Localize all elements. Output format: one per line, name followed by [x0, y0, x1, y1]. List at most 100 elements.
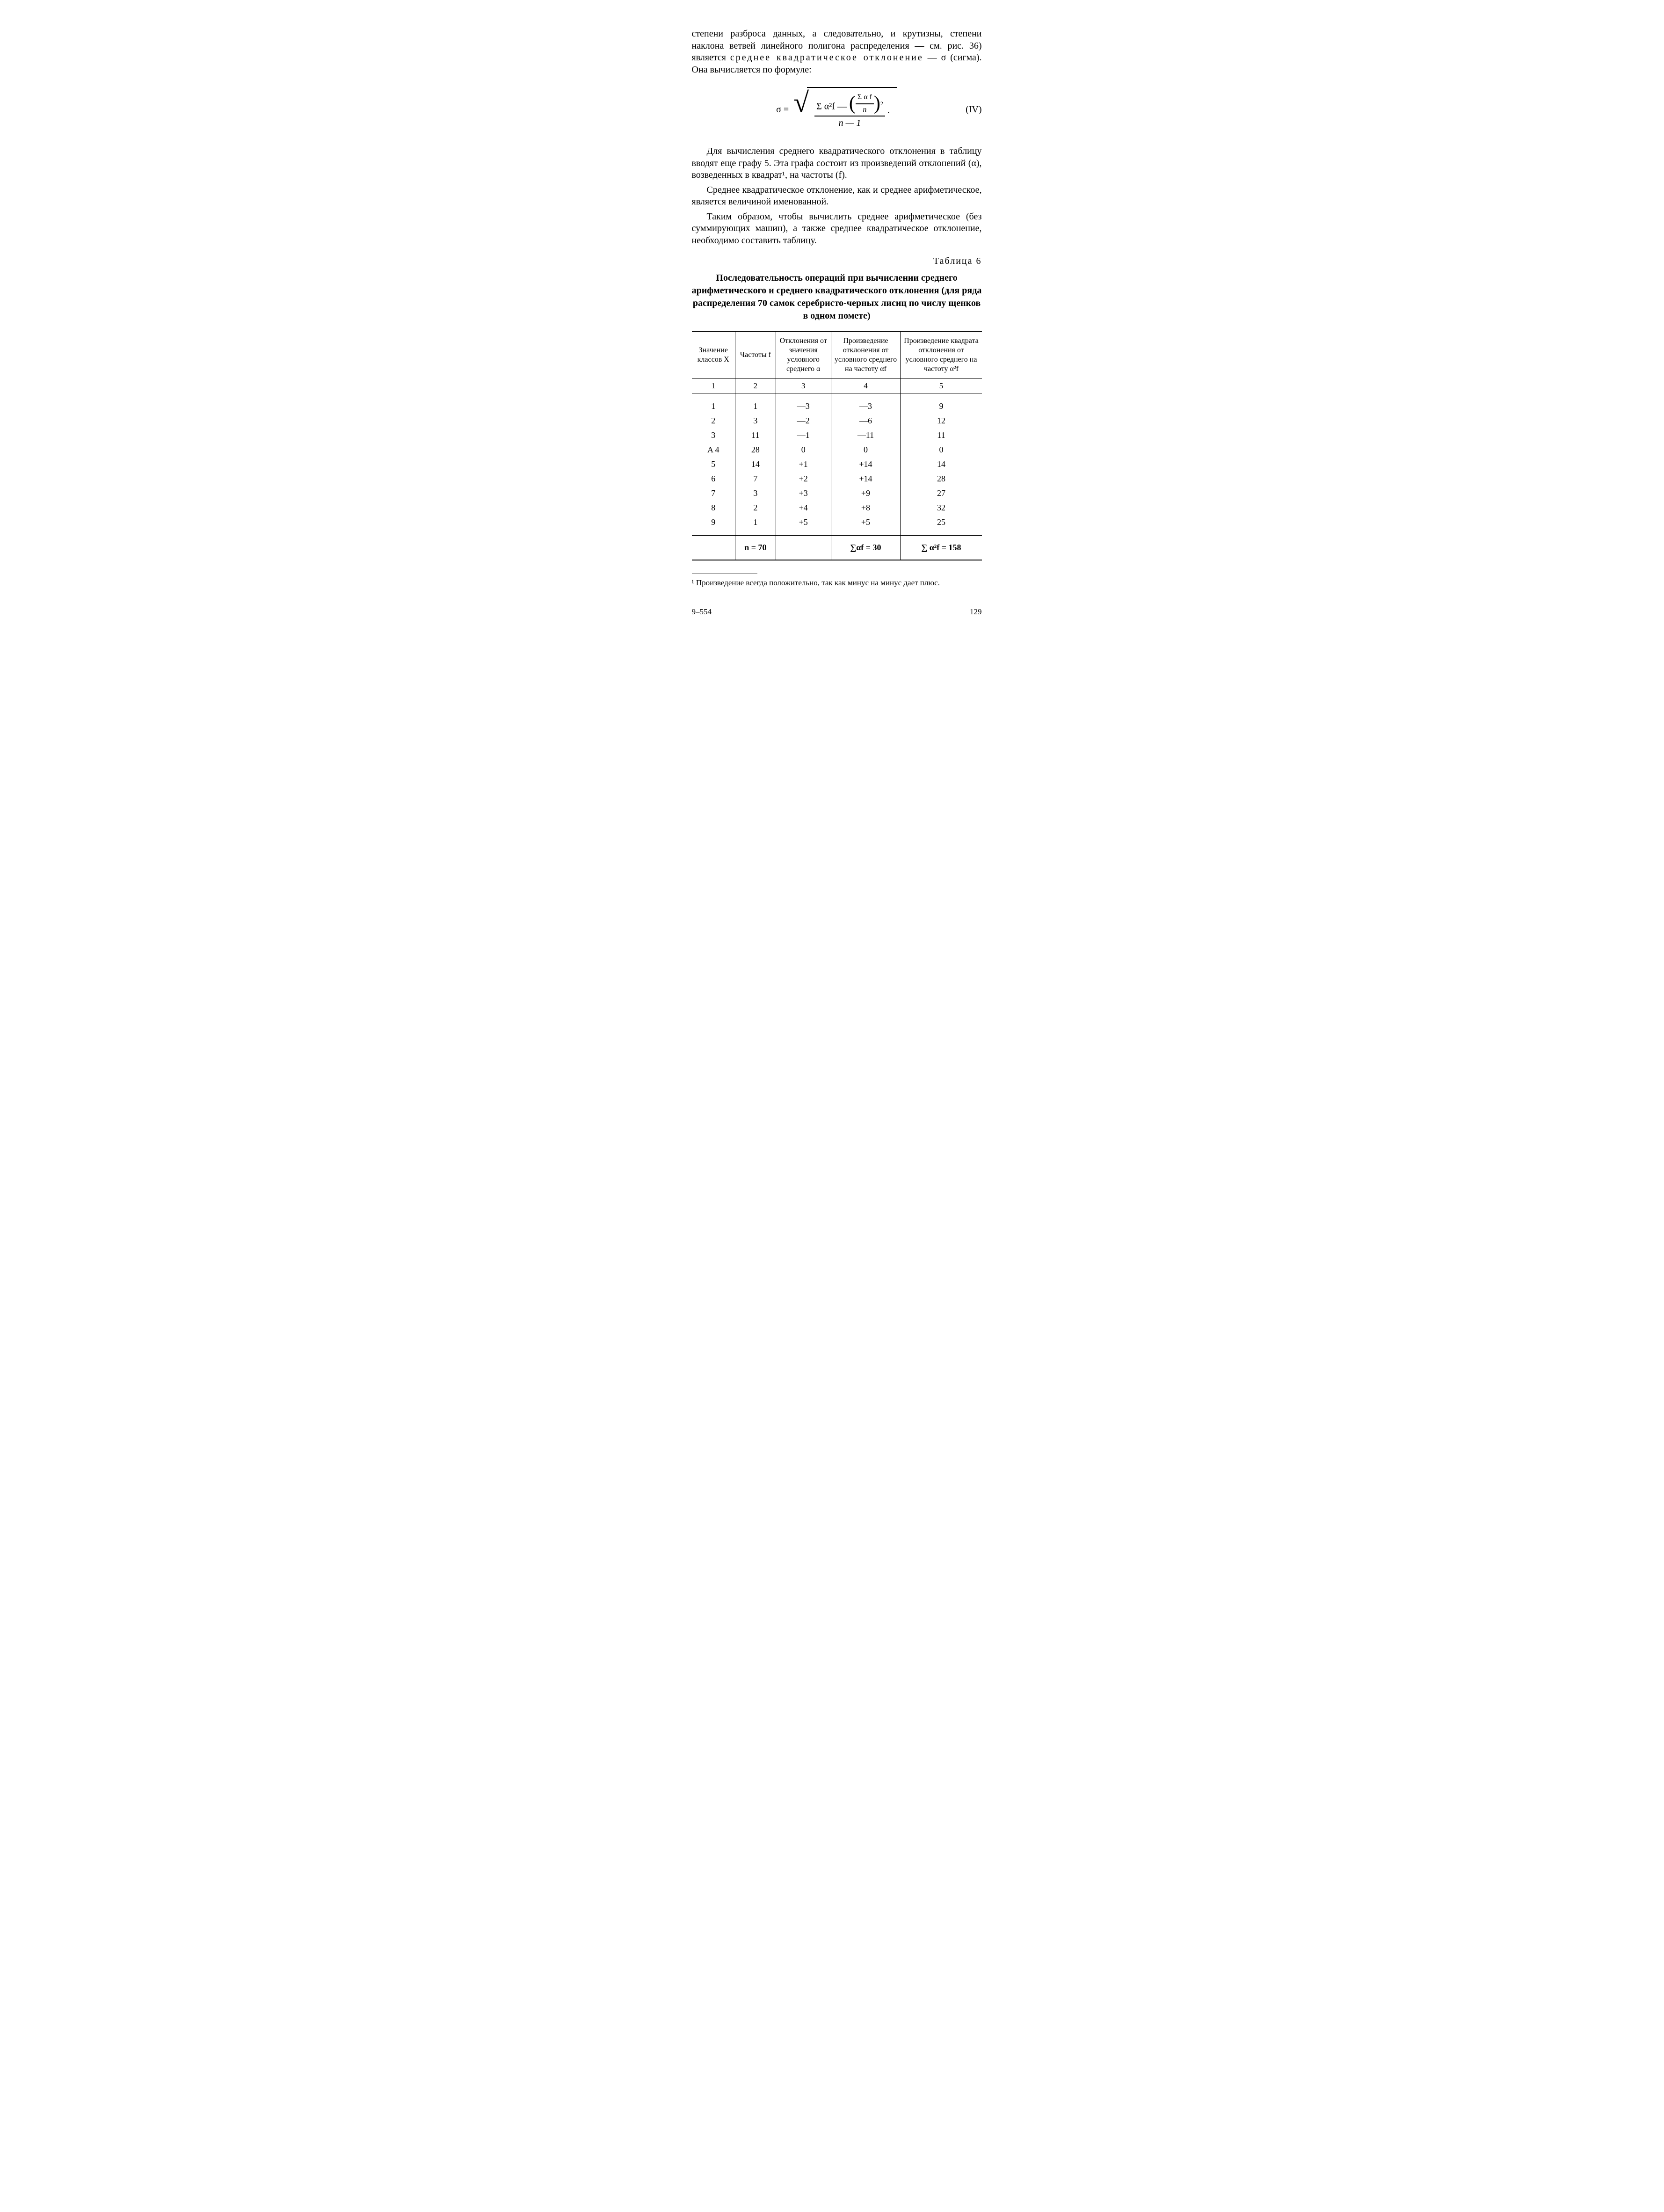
- cell-a2f: 0: [901, 443, 982, 457]
- paren-group: ( Σ α f n ) 2: [849, 93, 883, 115]
- formula-iv: σ = √ Σ α²f — ( Σ α f n: [692, 87, 982, 132]
- inner-den: n: [856, 104, 874, 115]
- inner-num: Σ α f: [856, 93, 874, 104]
- square-exp: 2: [880, 100, 883, 107]
- cell-f: 2: [735, 501, 776, 515]
- table-row: A 4 28 0 0 0: [692, 443, 982, 457]
- table-header-row: Значение классов X Частоты f Отклонения …: [692, 331, 982, 379]
- cell-a: +5: [776, 515, 831, 536]
- table-row: 9 1 +5 +5 25: [692, 515, 982, 536]
- formula-body: σ = √ Σ α²f — ( Σ α f n: [776, 87, 897, 132]
- paragraph-2: Для вычисления среднего квадратического …: [692, 146, 982, 182]
- formula-lhs: σ =: [776, 104, 789, 116]
- cell-af: +5: [831, 515, 901, 536]
- table-number-row: 1 2 3 4 5: [692, 379, 982, 393]
- cell-f: 1: [735, 515, 776, 536]
- cell-af: —11: [831, 428, 901, 443]
- inner-fraction: Σ α f n: [856, 93, 874, 115]
- cell-f: 28: [735, 443, 776, 457]
- outer-fraction: Σ α²f — ( Σ α f n ) 2 n — 1: [814, 93, 885, 130]
- col-header-1: Значение классов X: [692, 331, 735, 379]
- table-body: 1 1 —3 —3 9 2 3 —2 —6 12 3 11 —1 —11 11: [692, 393, 982, 560]
- cell-a2f: 27: [901, 486, 982, 501]
- sum-empty-2: [776, 536, 831, 560]
- col-header-3: Отклонения от значения условного среднег…: [776, 331, 831, 379]
- col-num-1: 1: [692, 379, 735, 393]
- cell-a: +3: [776, 486, 831, 501]
- footer-right: 129: [970, 607, 982, 617]
- cell-x: 2: [692, 414, 735, 428]
- cell-x: A 4: [692, 443, 735, 457]
- left-paren-icon: (: [849, 96, 856, 112]
- cell-a: —1: [776, 428, 831, 443]
- col-num-3: 3: [776, 379, 831, 393]
- cell-x: 9: [692, 515, 735, 536]
- table-row: 5 14 +1 +14 14: [692, 457, 982, 472]
- col-header-5: Произведение квадрата отклонения от усло…: [901, 331, 982, 379]
- num-left: Σ α²f —: [816, 102, 847, 112]
- col-num-5: 5: [901, 379, 982, 393]
- page-footer: 9–554 129: [692, 607, 982, 617]
- cell-x: 5: [692, 457, 735, 472]
- cell-af: +14: [831, 457, 901, 472]
- radicand: Σ α²f — ( Σ α f n ) 2 n — 1: [807, 87, 897, 132]
- cell-f: 11: [735, 428, 776, 443]
- cell-a2f: 12: [901, 414, 982, 428]
- sum-af-text: ∑αf = 30: [850, 543, 881, 552]
- cell-f: 3: [735, 414, 776, 428]
- para1-spaced: среднее квадратическое отклонение: [730, 52, 923, 63]
- cell-a: +2: [776, 472, 831, 486]
- table-row: 6 7 +2 +14 28: [692, 472, 982, 486]
- table-row: 2 3 —2 —6 12: [692, 414, 982, 428]
- cell-x: 8: [692, 501, 735, 515]
- sum-n: n = 70: [735, 536, 776, 560]
- cell-x: 3: [692, 428, 735, 443]
- cell-x: 1: [692, 393, 735, 414]
- radical: √ Σ α²f — ( Σ α f n ): [793, 87, 897, 132]
- table-row: 8 2 +4 +8 32: [692, 501, 982, 515]
- cell-a: —3: [776, 393, 831, 414]
- table-row: 1 1 —3 —3 9: [692, 393, 982, 414]
- table-label: Таблица 6: [692, 255, 982, 268]
- sum-n-text: n = 70: [744, 543, 766, 552]
- cell-af: +8: [831, 501, 901, 515]
- cell-f: 7: [735, 472, 776, 486]
- cell-a2f: 32: [901, 501, 982, 515]
- cell-a2f: 25: [901, 515, 982, 536]
- cell-af: —6: [831, 414, 901, 428]
- cell-af: —3: [831, 393, 901, 414]
- table-row: 7 3 +3 +9 27: [692, 486, 982, 501]
- paragraph-1: степени разброса данных, а следовательно…: [692, 28, 982, 76]
- cell-a: +1: [776, 457, 831, 472]
- cell-a: +4: [776, 501, 831, 515]
- paragraph-3: Среднее квадратическое отклонение, как и…: [692, 184, 982, 208]
- col-num-4: 4: [831, 379, 901, 393]
- cell-x: 7: [692, 486, 735, 501]
- cell-af: 0: [831, 443, 901, 457]
- cell-a: 0: [776, 443, 831, 457]
- sum-empty-1: [692, 536, 735, 560]
- footer-left: 9–554: [692, 607, 712, 617]
- sum-a2f-text: ∑ α²f = 158: [921, 543, 961, 552]
- right-paren-icon: ): [874, 96, 880, 112]
- formula-dot: .: [887, 105, 890, 116]
- outer-numerator: Σ α²f — ( Σ α f n ) 2: [814, 93, 885, 116]
- cell-a2f: 11: [901, 428, 982, 443]
- col-header-4: Произведение отклонения от условного сре…: [831, 331, 901, 379]
- outer-den: n — 1: [814, 116, 885, 130]
- table-sum-row: n = 70 ∑αf = 30 ∑ α²f = 158: [692, 536, 982, 560]
- cell-a2f: 9: [901, 393, 982, 414]
- cell-a2f: 28: [901, 472, 982, 486]
- table-row: 3 11 —1 —11 11: [692, 428, 982, 443]
- cell-a: —2: [776, 414, 831, 428]
- formula-label: (IV): [966, 104, 981, 116]
- paragraph-4: Таким образом, чтобы вычислить среднее а…: [692, 211, 982, 247]
- cell-af: +9: [831, 486, 901, 501]
- footnote: ¹ Произведение всегда положительно, так …: [692, 578, 982, 588]
- table-title: Последовательность операций при вычислен…: [692, 272, 982, 322]
- cell-a2f: 14: [901, 457, 982, 472]
- cell-f: 14: [735, 457, 776, 472]
- cell-af: +14: [831, 472, 901, 486]
- sum-af: ∑αf = 30: [831, 536, 901, 560]
- cell-f: 3: [735, 486, 776, 501]
